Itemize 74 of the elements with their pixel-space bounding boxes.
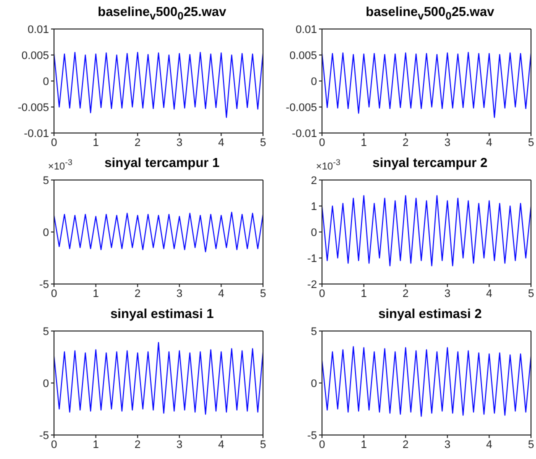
- y-tick-label: 0: [310, 76, 317, 88]
- y-tick-label: -2: [307, 278, 317, 291]
- x-tick-label: 4: [486, 136, 492, 149]
- y-tick-label: 5: [42, 326, 49, 338]
- y-tick-label: 0.01: [296, 24, 317, 36]
- x-tick-label: 0: [318, 438, 326, 451]
- x-tick-label: 1: [360, 438, 367, 451]
- y-tick-label: 0: [310, 226, 317, 239]
- x-tick-label: 2: [134, 136, 141, 149]
- x-tick-label: 0: [50, 136, 58, 149]
- x-tick-label: 3: [176, 288, 182, 300]
- y-tick-label: 0.005: [289, 50, 317, 62]
- y-tick-label: 0.01: [28, 24, 49, 36]
- x-tick-label: 2: [402, 438, 409, 451]
- line-series: [54, 342, 263, 415]
- chart-title: baseline$_{v}$500$_{0}$25.wav: [364, 3, 496, 23]
- x-tick-label: 4: [218, 136, 224, 149]
- y-tick-label: -0.01: [292, 128, 317, 140]
- x-tick-label: 5: [528, 288, 534, 300]
- chart-title: sinyal tercampur 1: [104, 155, 220, 170]
- x-tick-label: 3: [444, 438, 450, 451]
- x-tick-label: 5: [528, 438, 534, 451]
- y-tick-label: 0: [42, 76, 49, 88]
- line-series: [54, 52, 263, 118]
- y-tick-label: 0.005: [21, 50, 49, 62]
- x-tick-label: 3: [444, 136, 450, 149]
- y-tick-label: 0: [42, 226, 49, 239]
- x-tick-label: 3: [176, 136, 182, 149]
- line-series: [322, 195, 531, 266]
- y-tick-label: -0.01: [24, 128, 49, 140]
- text: ×10$^{-3}$: [316, 157, 340, 172]
- text: ×10$^{-3}$: [48, 157, 72, 172]
- y-tick-label: 1: [310, 200, 317, 213]
- y-tick-label: -0.005: [286, 102, 317, 114]
- x-tick-label: 0: [318, 136, 326, 149]
- chart-title: sinyal estimasi 1: [109, 305, 215, 323]
- x-tick-label: 1: [92, 136, 99, 149]
- x-tick-label: 5: [528, 136, 534, 149]
- x-tick-label: 0: [50, 438, 58, 451]
- x-tick-label: 2: [134, 288, 141, 300]
- line-series: [322, 52, 531, 118]
- y-tick-label: 0: [42, 378, 49, 390]
- x-tick-label: 0: [50, 288, 58, 300]
- x-tick-label: 2: [402, 136, 409, 149]
- y-tick-label: 0: [310, 378, 317, 390]
- y-tick-label: 2: [310, 174, 317, 187]
- y-tick-label: -5: [39, 430, 49, 442]
- x-tick-label: 3: [176, 438, 182, 451]
- x-tick-label: 5: [260, 288, 266, 300]
- y-tick-label: -5: [39, 278, 49, 291]
- chart-title: sinyal tercampur 2: [372, 155, 488, 170]
- chart-title: sinyal estimasi 2: [377, 305, 483, 323]
- x-tick-label: 5: [260, 136, 266, 149]
- x-tick-label: 5: [260, 438, 266, 451]
- x-tick-label: 4: [218, 288, 224, 300]
- y-tick-label: -1: [307, 252, 317, 265]
- y-tick-label: 5: [42, 174, 49, 187]
- y-tick-label: 5: [310, 326, 317, 338]
- x-tick-label: 1: [92, 288, 99, 300]
- x-tick-label: 4: [486, 288, 492, 300]
- y-tick-label: -0.005: [18, 102, 49, 114]
- chart-title: baseline$_{v}$500$_{0}$25.wav: [96, 3, 228, 23]
- x-tick-label: 1: [92, 438, 99, 451]
- x-tick-label: 1: [360, 136, 367, 149]
- x-tick-label: 4: [486, 438, 492, 451]
- y-tick-label: -5: [307, 430, 317, 442]
- line-series: [322, 346, 531, 417]
- x-tick-label: 0: [318, 288, 326, 300]
- line-series: [54, 212, 263, 252]
- x-tick-label: 2: [402, 288, 409, 300]
- x-tick-label: 2: [134, 438, 141, 451]
- x-tick-label: 1: [360, 288, 367, 300]
- x-tick-label: 4: [218, 438, 224, 451]
- x-tick-label: 3: [444, 288, 450, 300]
